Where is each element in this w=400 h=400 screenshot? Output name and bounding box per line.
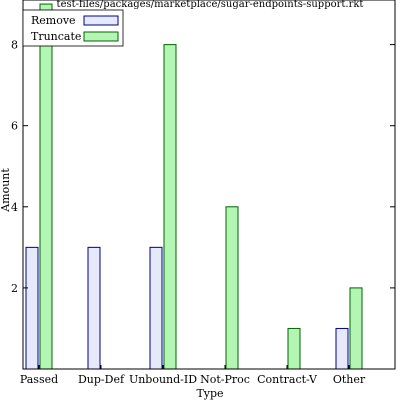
bar-remove-unbound-id bbox=[149, 246, 163, 370]
y-axis-label: Amount bbox=[0, 168, 12, 213]
y-axis: 2 4 6 8 bbox=[11, 39, 395, 295]
y-tick-label: 4 bbox=[11, 201, 18, 214]
legend-label-truncate: Truncate bbox=[31, 30, 81, 43]
bar-truncate-unbound-id bbox=[163, 44, 177, 370]
bar-remove-dup-def bbox=[87, 246, 101, 370]
y-tick-label: 2 bbox=[11, 282, 18, 295]
bar-truncate-other bbox=[349, 287, 363, 370]
plot-area bbox=[25, 3, 363, 370]
plot-frame bbox=[22, 0, 396, 370]
x-tick-label-contract-v: Contract-V bbox=[257, 373, 318, 386]
bar-truncate-not-proc bbox=[225, 206, 239, 370]
x-tick-label-unbound-id: Unbound-ID bbox=[129, 373, 197, 386]
y-tick-label: 8 bbox=[11, 39, 18, 52]
x-axis: Passed Dup-Def Unbound-ID Not-Proc Contract-… bbox=[20, 365, 366, 386]
y-tick-label: 6 bbox=[11, 120, 18, 133]
bar-remove-passed bbox=[25, 246, 39, 370]
x-tick-label-dup-def: Dup-Def bbox=[78, 373, 125, 386]
chart-title: test-files/packages/marketplace/sugar-en… bbox=[57, 0, 364, 10]
x-tick-label-other: Other bbox=[333, 373, 366, 386]
legend: Remove Truncate bbox=[22, 9, 124, 47]
legend-label-remove: Remove bbox=[31, 14, 76, 27]
bar-remove-other bbox=[335, 327, 349, 370]
x-axis-label: Type bbox=[196, 387, 223, 400]
x-tick-label-passed: Passed bbox=[20, 373, 58, 386]
bar-truncate-passed bbox=[39, 3, 53, 370]
legend-swatch-truncate bbox=[83, 31, 119, 42]
bar-truncate-contract-v bbox=[287, 327, 301, 370]
x-tick-label-not-proc: Not-Proc bbox=[200, 373, 250, 386]
legend-swatch-remove bbox=[83, 15, 119, 26]
